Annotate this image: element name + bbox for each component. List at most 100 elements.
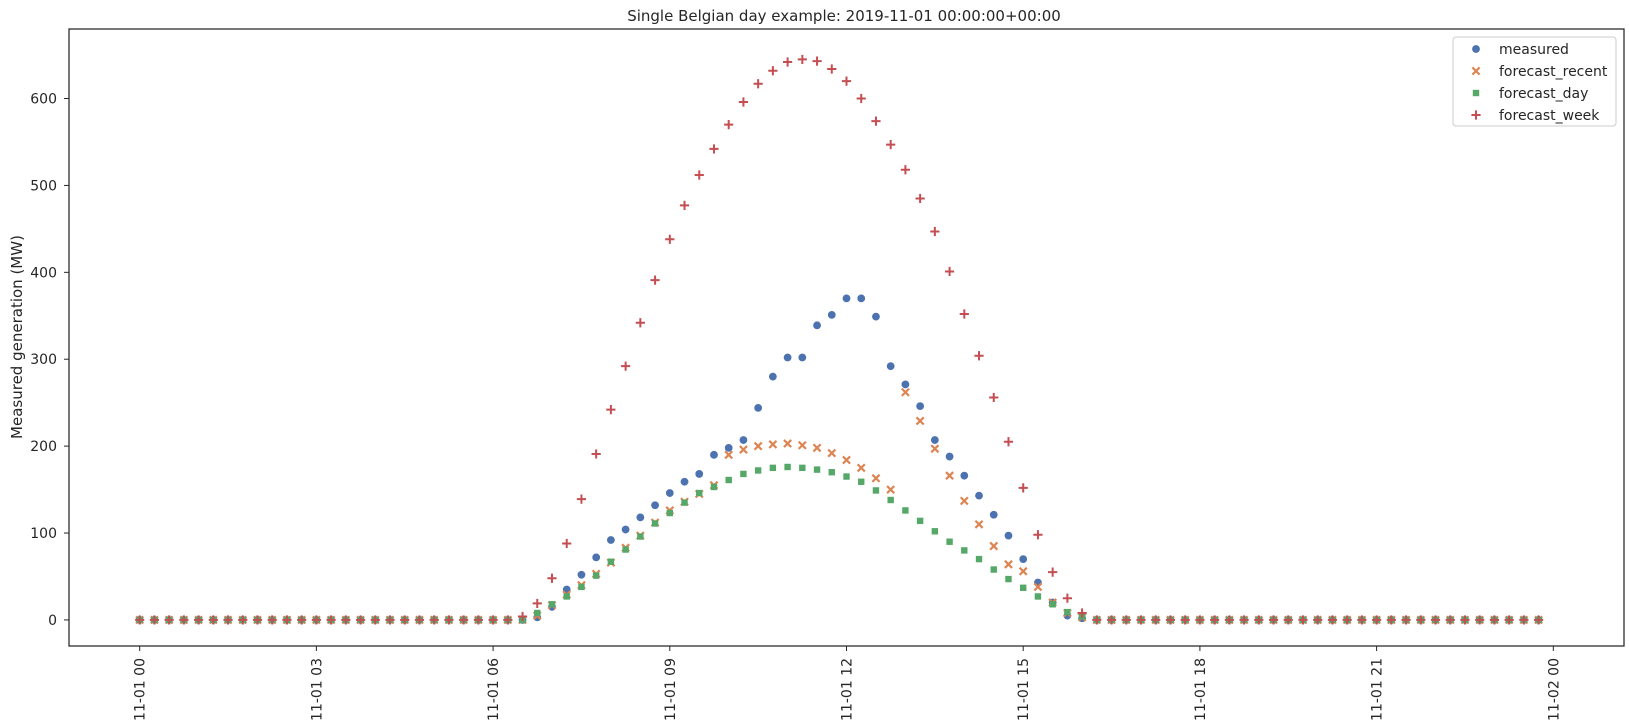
forecast_week-point — [944, 266, 955, 277]
forecast_day-point — [622, 546, 629, 553]
forecast_week-point — [900, 165, 911, 175]
forecast_day-point — [843, 473, 850, 480]
forecast_day-point — [990, 566, 997, 573]
y-tick-label: 500 — [30, 178, 57, 194]
forecast_week-point — [1533, 615, 1544, 625]
forecast_week-point — [370, 615, 380, 625]
forecast_day-point — [946, 538, 953, 545]
forecast_week-point — [1195, 615, 1205, 625]
measured-point — [900, 379, 910, 389]
forecast_week-point — [709, 144, 719, 154]
forecast_week-point — [193, 615, 204, 625]
forecast_week-point — [1298, 615, 1308, 625]
forecast_week-point — [488, 615, 498, 625]
forecast_day-point — [740, 470, 747, 478]
forecast_day-point — [858, 478, 865, 485]
forecast_day-point — [872, 487, 880, 494]
forecast_day-point — [666, 509, 673, 517]
measured-point — [665, 488, 675, 498]
forecast_week-point — [1033, 530, 1043, 540]
forecast_day-point — [916, 517, 924, 525]
forecast_recent-point — [812, 443, 822, 453]
measured-point — [635, 512, 645, 522]
forecast_week-point — [635, 318, 645, 328]
y-tick-label: 200 — [30, 439, 57, 455]
forecast_week-point — [576, 494, 587, 504]
x-tick-label: 11-01 09 — [663, 658, 679, 721]
forecast_recent-point — [797, 440, 807, 450]
forecast_week-point — [1416, 615, 1426, 625]
measured-point — [930, 435, 940, 445]
forecast_recent-point — [842, 455, 851, 465]
forecast_week-point — [1430, 615, 1441, 625]
forecast_week-point — [1519, 615, 1529, 625]
forecast_week-point — [1136, 615, 1146, 625]
forecast_week-point — [1268, 615, 1279, 625]
forecast_week-point — [1283, 615, 1293, 625]
forecast_day-point — [696, 489, 703, 497]
forecast_day-point — [710, 483, 718, 491]
forecast_week-point — [1386, 615, 1396, 625]
measured-point — [959, 471, 969, 481]
y-tick-label: 0 — [48, 613, 57, 629]
forecast_week-point — [179, 615, 189, 625]
forecast_week-point — [915, 193, 925, 204]
forecast_recent-point — [768, 440, 778, 449]
measured-point — [606, 535, 616, 545]
forecast_week-point — [871, 116, 881, 126]
y-axis-label: Measured generation (MW) — [8, 235, 26, 439]
forecast_week-point — [208, 615, 218, 625]
forecast_day-point — [1049, 601, 1056, 608]
forecast_recent-point — [724, 450, 734, 460]
forecast_recent-point — [753, 441, 763, 451]
forecast_week-point — [665, 234, 675, 244]
forecast_week-point — [164, 615, 174, 625]
forecast_week-point — [1372, 615, 1382, 625]
forecast_day-point — [563, 593, 570, 600]
forecast_recent-point — [856, 463, 866, 473]
forecast_week-point — [459, 615, 469, 625]
plot-area — [68, 28, 1625, 647]
y-axis: 0 100 200 300 400 500 600 — [30, 92, 69, 629]
forecast_week-point — [1460, 615, 1470, 625]
forecast_week-point — [429, 615, 439, 625]
y-tick-label: 600 — [30, 92, 57, 108]
forecast_recent-point — [827, 448, 837, 458]
forecast_day-point — [961, 547, 968, 554]
forecast_week-point — [532, 598, 542, 609]
forecast_day-point — [887, 496, 894, 504]
legend-marker-measured — [1471, 44, 1481, 54]
forecast_week-point — [149, 615, 160, 625]
forecast_week-point — [1077, 608, 1087, 618]
measured-point — [915, 401, 925, 411]
measured-point — [1003, 531, 1013, 541]
measured-point — [827, 310, 837, 320]
measured-point — [621, 525, 631, 535]
measured-point — [680, 477, 690, 487]
forecast_day-point — [548, 601, 556, 608]
forecast_recent-point — [886, 485, 896, 494]
forecast_week-point — [355, 615, 366, 625]
measured-point — [709, 450, 719, 460]
forecast_week-point — [591, 449, 601, 459]
forecast_day-point — [637, 533, 644, 540]
forecast_week-point — [1504, 615, 1514, 625]
forecast_week-point — [782, 57, 793, 67]
forecast_week-point — [341, 615, 351, 625]
forecast_week-point — [1224, 615, 1234, 625]
forecast_week-point — [503, 615, 513, 625]
forecast_week-point — [1327, 615, 1338, 625]
forecast_day-point — [799, 464, 806, 472]
forecast_recent-point — [1018, 566, 1028, 576]
legend-box — [1452, 36, 1617, 127]
forecast_recent-point — [930, 444, 940, 454]
forecast_week-point — [841, 76, 852, 86]
forecast_day-point — [784, 463, 791, 471]
chart-title: Single Belgian day example: 2019-11-01 0… — [627, 7, 1061, 25]
forecast_week-point — [856, 93, 866, 104]
x-tick-label: 11-02 00 — [1546, 658, 1562, 721]
forecast_day-point — [651, 520, 659, 527]
forecast_week-point — [886, 139, 896, 150]
forecast_week-point — [252, 615, 263, 625]
forecast_recent-point — [739, 445, 748, 454]
